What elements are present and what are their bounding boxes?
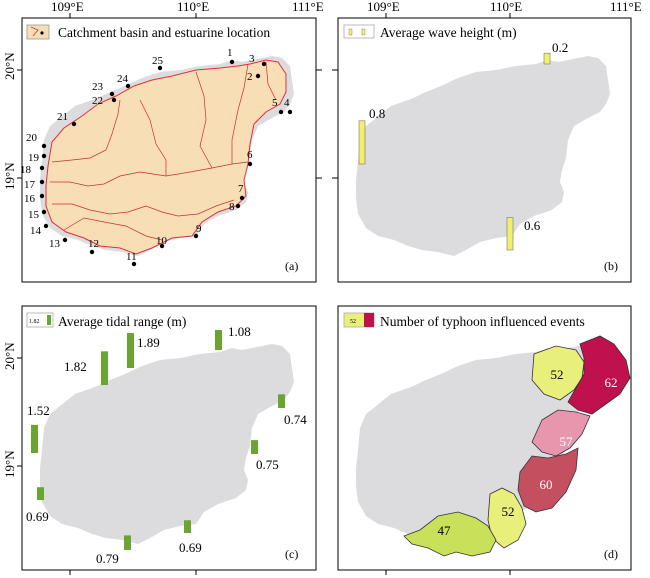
typhoon-label: 60 [540,477,553,492]
point-label: 5 [272,97,278,109]
tide-label: 0.69 [26,509,49,524]
tide-bar [37,487,44,500]
point-label: 25 [152,55,164,67]
point-label: 21 [57,111,68,123]
tide-label: 0.69 [179,540,202,555]
lon-label-top: 111°E [292,0,324,14]
tide-label: 1.89 [137,335,160,350]
tide-bars [31,330,285,550]
panel-d-legend-text: Number of typhoon influenced events [380,314,585,329]
panel-c-legend: 1.82 Average tidal range (m) [26,312,186,329]
lon-label-top: 109°E [51,0,84,14]
tide-bar [101,351,108,385]
lon-label-top: 111°E [610,0,642,14]
panel-a-legend-text: Catchment basin and estuarine location [58,25,270,40]
panel-d-legend-swatch-text: 52 [350,319,356,325]
estuary-points [39,59,293,267]
lat-label: 20°N [2,52,17,80]
wave-label: 0.8 [369,106,385,121]
panel-b-legend-text: Average wave height (m) [380,25,517,40]
typhoon-label: 52 [502,504,515,519]
tide-bar [127,333,134,368]
tide-label: 1.52 [27,403,50,418]
panel-d-label: (d) [604,547,618,561]
lon-label-top: 110°E [177,0,209,14]
wave-bar [543,52,551,65]
axis-labels: 109°E 110°E 111°E 109°E 110°E 111°E 20°N… [2,0,642,478]
tide-bar [278,394,285,408]
point-label: 19 [28,152,40,164]
tick-marks [17,13,511,575]
lat-label: 19°N [2,450,17,478]
panel-c-legend-swatch-text: 1.82 [29,319,40,325]
tide-bar [251,440,258,454]
wave-label: 0.6 [524,218,541,233]
point-label: 4 [284,97,290,109]
point-label: 8 [229,201,235,213]
tide-bar [124,535,131,550]
point-label: 3 [249,53,255,65]
panel-c: 1.82 Average tidal range (m) 1.89 1.82 1… [21,305,317,571]
panel-b-legend: Average wave height (m) [343,24,517,40]
point-label: 12 [88,238,99,250]
lat-label: 20°N [2,342,17,370]
lat-label: 19°N [2,162,17,190]
wave-bars [358,52,551,251]
point-label: 1 [227,47,233,59]
typhoon-region-rose [517,447,579,513]
point-label: 17 [24,179,36,191]
point-label: 6 [247,149,253,161]
estuary-numbers: 1 2 3 4 5 6 7 8 9 10 11 12 13 14 15 16 1… [20,47,290,263]
point-label: 24 [117,73,129,85]
panel-b: Average wave height (m) 0.2 0.8 0.6 (b) [337,17,632,283]
point-label: 14 [30,225,42,237]
point-label: 11 [126,251,137,263]
point-label: 18 [20,164,32,176]
point-label: 16 [24,193,36,205]
basin-divides [50,61,277,241]
tide-label: 1.82 [64,359,87,374]
typhoon-region-pink [531,409,591,457]
tide-label: 0.79 [96,551,119,566]
wave-bar [358,120,366,165]
panel-d: 52 Number of typhoon influenced events 5… [337,305,632,571]
typhoon-region-lime [403,511,497,557]
panel-c-legend-text: Average tidal range (m) [58,314,186,329]
point-label: 9 [196,223,202,235]
tide-bar [184,520,191,533]
point-label: 7 [238,183,244,195]
panel-a-legend: Catchment basin and estuarine location [26,24,270,40]
point-label: 23 [92,81,104,93]
tide-label: 1.08 [228,324,251,339]
point-label: 22 [92,95,103,107]
tide-label: 0.75 [256,457,279,472]
point-label: 10 [156,235,168,247]
point-label: 13 [49,238,61,250]
tide-bar [215,330,222,350]
panel-d-legend: 52 Number of typhoon influenced events [343,312,585,329]
panel-b-label: (b) [604,259,618,273]
point-label: 20 [26,132,38,144]
panel-a-label: (a) [285,259,298,273]
wave-bar [506,217,514,251]
wave-label: 0.2 [552,40,568,55]
point-label: 2 [247,71,253,83]
typhoon-label: 62 [605,375,618,390]
catchment-basins [45,59,287,255]
point-label: 15 [28,209,40,221]
tide-bar [31,424,38,453]
typhoon-label: 47 [438,523,452,538]
tide-label: 0.74 [284,412,307,427]
lon-label-top: 110°E [490,0,522,14]
lon-label-top: 109°E [367,0,400,14]
typhoon-label: 52 [551,367,564,382]
panel-c-label: (c) [285,547,298,561]
typhoon-region-crimson [567,335,631,415]
panel-a: 1 2 3 4 5 6 7 8 9 10 11 12 13 14 15 16 1… [20,17,317,283]
typhoon-label: 57 [560,434,574,449]
